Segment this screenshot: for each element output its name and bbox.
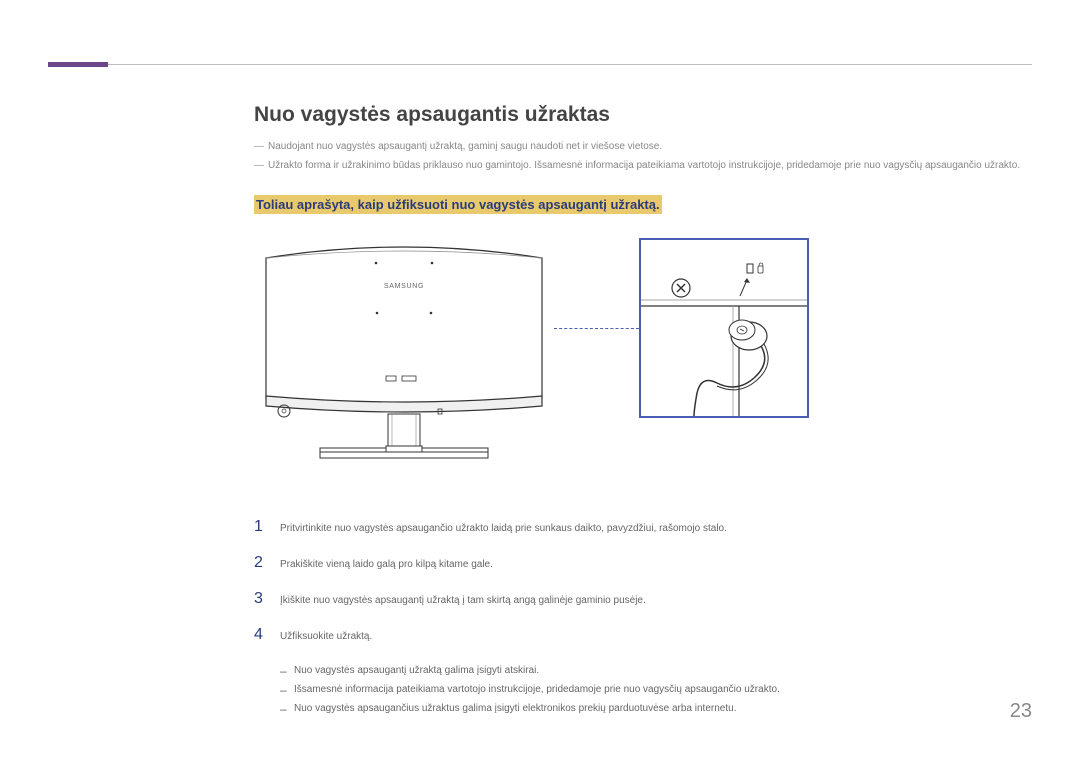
step-text: Užfiksuokite užraktą. [280,629,372,644]
sub-bullets: Nuo vagystės apsaugantį užraktą galima į… [280,662,1034,717]
step-1: 1 Pritvirtinkite nuo vagystės apsauganči… [254,518,1034,536]
connector-line [554,328,639,329]
top-rule [48,64,1032,65]
section-heading: Nuo vagystės apsaugantis užraktas [254,103,1034,127]
step-text: Pritvirtinkite nuo vagystės apsaugančio … [280,521,727,536]
bullet-item: Išsamesnė informacija pateikiama vartoto… [280,681,1034,698]
step-text: Prakiškite vieną laido galą pro kilpą ki… [280,557,493,572]
lock-detail-illustration [639,238,809,418]
step-3: 3 Įkiškite nuo vagystės apsaugantį užrak… [254,590,1034,608]
accent-bar [48,62,108,67]
instruction-steps: 1 Pritvirtinkite nuo vagystės apsauganči… [254,518,1034,717]
step-2: 2 Prakiškite vieną laido galą pro kilpą … [254,554,1034,572]
bullet-item: Nuo vagystės apsaugančius užraktus galim… [280,700,1034,717]
monitor-rear-illustration: SAMSUNG [254,228,554,488]
step-text: Įkiškite nuo vagystės apsaugantį užraktą… [280,593,646,608]
step-number: 3 [254,590,280,608]
diagram: SAMSUNG [254,228,1034,488]
bullet-item: Nuo vagystės apsaugantį užraktą galima į… [280,662,1034,679]
note-2: Užrakto forma ir užrakinimo būdas prikla… [254,158,1034,174]
step-number: 2 [254,554,280,572]
highlight-callout: Toliau aprašyta, kaip užfiksuoti nuo vag… [254,195,662,214]
step-number: 4 [254,626,280,644]
page-number: 23 [1010,700,1032,723]
note-1: Naudojant nuo vagystės apsaugantį užrakt… [254,139,1034,155]
page-content: Nuo vagystės apsaugantis užraktas Naudoj… [254,103,1034,719]
step-4: 4 Užfiksuokite užraktą. [254,626,1034,644]
brand-label: SAMSUNG [384,283,424,290]
step-number: 1 [254,518,280,536]
